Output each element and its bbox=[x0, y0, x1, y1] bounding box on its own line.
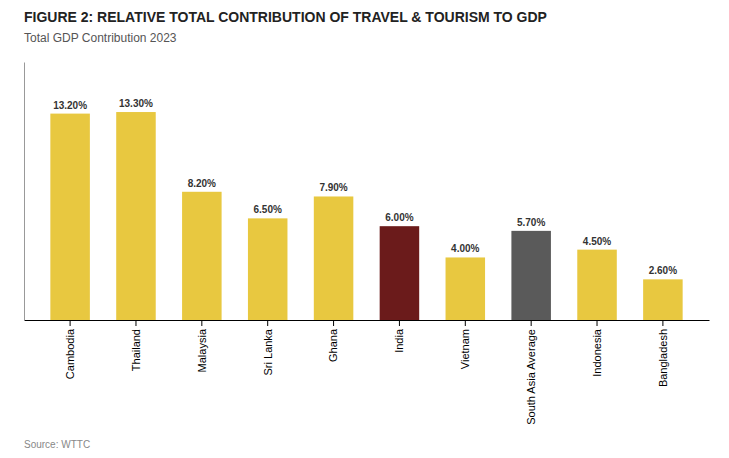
data-label: 6.00% bbox=[385, 212, 413, 223]
y-axis-line bbox=[24, 63, 25, 321]
x-tick-mark bbox=[70, 320, 71, 326]
x-tick-label: South Asia Average bbox=[525, 329, 537, 425]
x-axis-line bbox=[25, 320, 710, 321]
x-tick-label: Malaysia bbox=[196, 328, 208, 372]
annotations: Source: WTTC bbox=[24, 439, 90, 450]
x-tick: Malaysia bbox=[196, 320, 208, 372]
x-tick-label: Thailand bbox=[130, 329, 142, 371]
data-label: 13.20% bbox=[53, 100, 87, 111]
data-label: 8.20% bbox=[188, 178, 216, 189]
data-labels: 13.20% 13.30% 8.20% 6.50% 7.90% 6.00% 4.00% 5.7… bbox=[53, 98, 677, 276]
x-tick-mark bbox=[399, 320, 400, 326]
x-tick-mark bbox=[531, 320, 532, 326]
annotation: Source: WTTC bbox=[24, 439, 90, 450]
x-tick: Vietnam bbox=[459, 320, 471, 369]
x-tick-mark bbox=[597, 320, 598, 326]
x-tick-label: Vietnam bbox=[459, 329, 471, 369]
chart: FIGURE 2: RELATIVE TOTAL CONTRIBUTION OF… bbox=[0, 0, 729, 458]
x-axis: Cambodia Thailand Malaysia Sri Lanka Ghana In… bbox=[25, 320, 710, 425]
bar bbox=[446, 257, 486, 320]
marks bbox=[50, 112, 682, 320]
x-tick-label: Sri Lanka bbox=[262, 328, 274, 375]
x-tick-label: India bbox=[393, 328, 405, 353]
x-tick: South Asia Average bbox=[525, 320, 537, 425]
plot: 13.20% 13.30% 8.20% 6.50% 7.90% 6.00% 4.00% 5.7… bbox=[25, 63, 710, 425]
bar bbox=[116, 112, 156, 320]
x-tick-label: Indonesia bbox=[591, 328, 603, 377]
bar bbox=[511, 231, 551, 320]
x-tick-label: Cambodia bbox=[64, 328, 76, 379]
x-tick-mark bbox=[201, 320, 202, 326]
bar bbox=[182, 192, 222, 320]
x-tick-mark bbox=[333, 320, 334, 326]
bar bbox=[380, 226, 420, 320]
title: FIGURE 2: RELATIVE TOTAL CONTRIBUTION OF… bbox=[24, 9, 547, 25]
data-label: 4.50% bbox=[583, 236, 611, 247]
y-axis bbox=[24, 63, 25, 321]
bar bbox=[248, 218, 288, 320]
x-tick-mark bbox=[135, 320, 136, 326]
data-label: 5.70% bbox=[517, 217, 545, 228]
bar bbox=[643, 279, 683, 320]
x-tick: Cambodia bbox=[64, 320, 76, 379]
bar bbox=[50, 114, 90, 320]
data-label: 4.00% bbox=[451, 243, 479, 254]
x-tick-label: Bangladesh bbox=[657, 329, 669, 387]
bar bbox=[314, 196, 354, 320]
x-tick: Indonesia bbox=[591, 320, 603, 377]
x-tick: Ghana bbox=[327, 320, 339, 362]
x-tick: India bbox=[393, 320, 405, 353]
x-tick-mark bbox=[465, 320, 466, 326]
x-tick: Bangladesh bbox=[657, 320, 669, 387]
x-tick: Thailand bbox=[130, 320, 142, 371]
x-tick-mark bbox=[662, 320, 663, 326]
x-tick: Sri Lanka bbox=[262, 320, 274, 375]
x-tick-label: Ghana bbox=[327, 328, 339, 362]
data-label: 6.50% bbox=[254, 204, 282, 215]
x-tick-mark bbox=[267, 320, 268, 326]
bar bbox=[577, 250, 617, 320]
data-label: 2.60% bbox=[649, 265, 677, 276]
data-label: 13.30% bbox=[119, 98, 153, 109]
subtitle: Total GDP Contribution 2023 bbox=[24, 31, 177, 45]
data-label: 7.90% bbox=[319, 182, 347, 193]
